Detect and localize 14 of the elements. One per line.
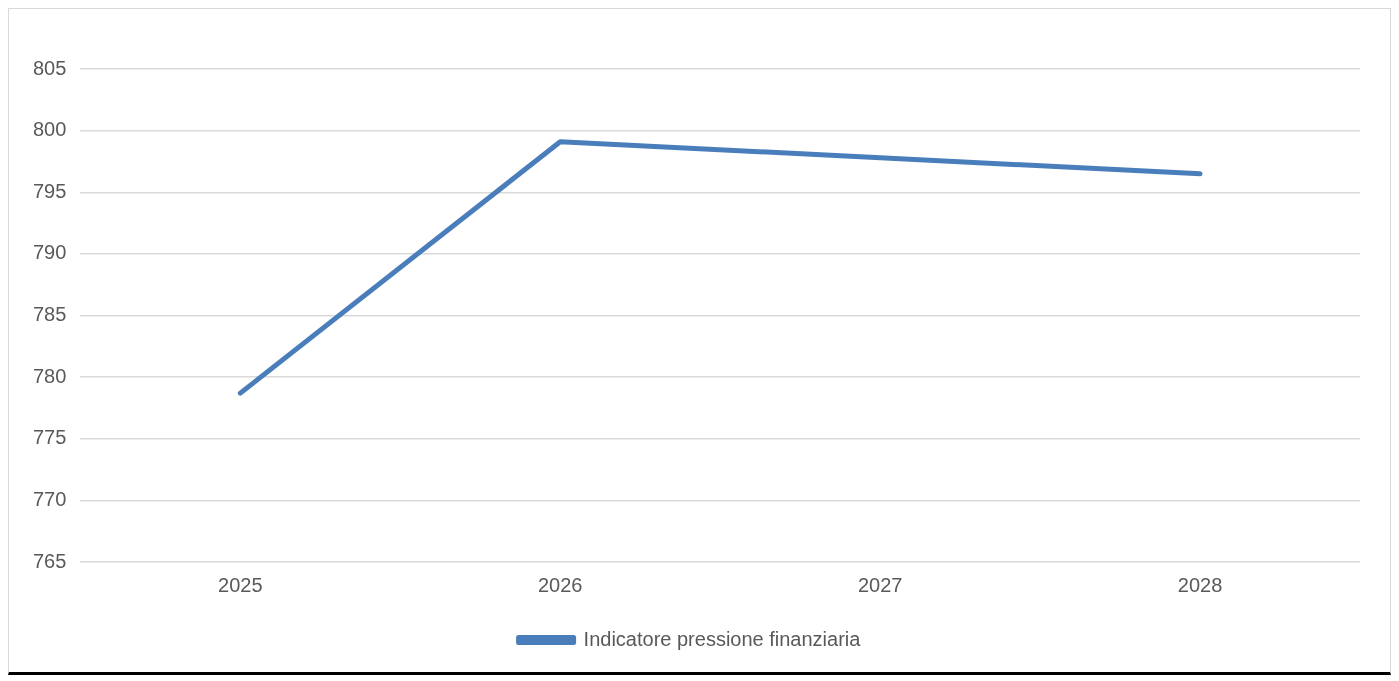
x-tick-label: 2027 bbox=[857, 573, 903, 596]
y-tick-label: 800 bbox=[32, 118, 67, 141]
y-tick-label: 775 bbox=[32, 426, 67, 449]
y-tick-label: 790 bbox=[32, 241, 67, 264]
y-tick-label: 785 bbox=[32, 303, 67, 326]
y-tick-label: 765 bbox=[32, 549, 67, 572]
x-tick-label: 2026 bbox=[537, 573, 583, 596]
legend-label: Indicatore pressione finanziaria bbox=[583, 627, 862, 650]
y-tick-label: 795 bbox=[32, 179, 67, 202]
y-tick-label: 780 bbox=[32, 364, 67, 387]
y-tick-label: 805 bbox=[32, 56, 67, 79]
x-tick-label: 2025 bbox=[218, 573, 263, 596]
y-tick-label: 770 bbox=[32, 487, 67, 510]
x-tick-label: 2028 bbox=[1177, 573, 1223, 596]
